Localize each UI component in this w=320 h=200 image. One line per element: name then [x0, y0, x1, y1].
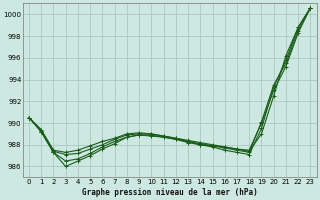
X-axis label: Graphe pression niveau de la mer (hPa): Graphe pression niveau de la mer (hPa) [82, 188, 258, 197]
